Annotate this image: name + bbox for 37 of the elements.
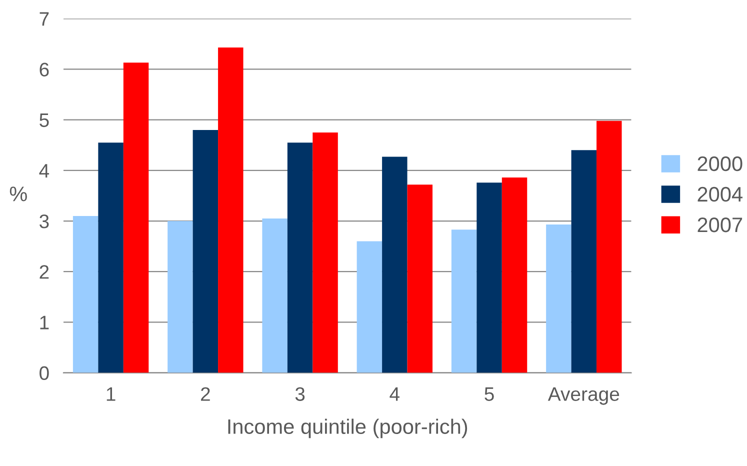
x-axis-title: Income quintile (poor-rich) [228, 418, 468, 438]
bar [596, 120, 622, 373]
y-tick-label: 6 [40, 62, 49, 76]
bar [407, 184, 433, 373]
y-tick-label: 0 [40, 366, 49, 380]
bar [571, 150, 597, 373]
bar [287, 142, 313, 373]
legend-label: 2004 [698, 186, 742, 202]
bar [502, 178, 528, 373]
x-tick-label: 1 [106, 387, 116, 401]
legend-label: 2007 [698, 218, 742, 232]
bar [476, 182, 502, 373]
x-tick-label: 3 [295, 387, 305, 401]
bar [98, 142, 124, 373]
x-tick-label: 5 [484, 387, 494, 401]
x-tick-label: 2 [200, 387, 210, 401]
y-tick-label: 7 [40, 12, 49, 26]
y-tick-label: 1 [40, 316, 49, 330]
bar [192, 130, 218, 373]
bar [262, 218, 288, 373]
bar [451, 230, 477, 373]
x-tick-label: Average [548, 387, 620, 405]
bar [123, 62, 149, 373]
x-tick-label: 4 [390, 387, 400, 401]
bar [218, 47, 244, 373]
y-tick-label: 3 [40, 214, 49, 228]
bar [312, 132, 338, 373]
y-tick-label: 5 [40, 113, 49, 128]
bar [356, 241, 382, 373]
legend-label: 2000 [698, 156, 742, 172]
y-axis-title: % [10, 186, 27, 202]
bar [382, 156, 408, 373]
y-tick-label: 4 [39, 164, 50, 178]
bar [546, 224, 572, 373]
y-tick-label: 2 [40, 265, 49, 279]
bar [168, 221, 193, 373]
bar [72, 216, 98, 373]
